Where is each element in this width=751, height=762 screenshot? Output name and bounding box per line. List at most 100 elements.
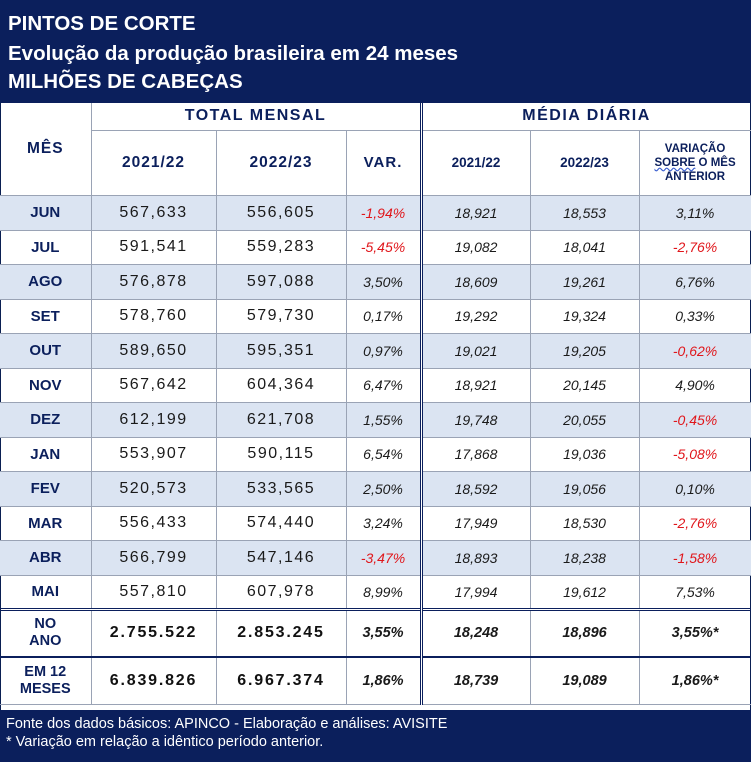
daily-2022-23-cell: 20,055 bbox=[530, 402, 640, 438]
summary-total-2022-23-cell: 6.967.374 bbox=[216, 655, 347, 705]
daily-variation-cell: 0,10% bbox=[639, 471, 751, 507]
total-2021-22-cell: 589,650 bbox=[91, 333, 217, 369]
variation-line-1: VARIAÇÃO bbox=[664, 142, 726, 155]
summary-total-2022-23-cell: 2.853.245 bbox=[216, 608, 347, 657]
total-2021-22-cell: 591,541 bbox=[91, 230, 217, 265]
header-daily-2022-23: 2022/23 bbox=[530, 130, 640, 197]
summary-label-cell: EM 12 MESES bbox=[0, 655, 92, 705]
table-row: JUN 567,633 556,605 -1,94% 18,921 18,553 3,11% bbox=[0, 195, 751, 231]
daily-2021-22-cell: 19,748 bbox=[419, 402, 531, 438]
daily-variation-cell: -1,58% bbox=[639, 540, 751, 576]
total-2021-22-cell: 553,907 bbox=[91, 437, 217, 472]
daily-2022-23-cell: 20,145 bbox=[530, 368, 640, 403]
total-2022-23-cell: 590,115 bbox=[216, 437, 347, 472]
footer-source: Fonte dos dados básicos: APINCO - Elabor… bbox=[6, 716, 448, 732]
daily-variation-cell: 6,76% bbox=[639, 264, 751, 300]
daily-2021-22-cell: 17,949 bbox=[419, 506, 531, 541]
month-cell: ABR bbox=[0, 540, 92, 576]
monthly-rows: JUN 567,633 556,605 -1,94% 18,921 18,553 3,11%… bbox=[0, 195, 751, 610]
total-2022-23-cell: 607,978 bbox=[216, 575, 347, 610]
total-2022-23-cell: 604,364 bbox=[216, 368, 347, 403]
daily-2022-23-cell: 18,530 bbox=[530, 506, 640, 541]
month-header: MÊS bbox=[0, 103, 92, 196]
production-table: MÊS TOTAL MENSAL MÉDIA DIÁRIA 2021/22 20… bbox=[0, 103, 751, 705]
table-row: MAR 556,433 574,440 3,24% 17,949 18,530 -2,76% bbox=[0, 506, 751, 541]
summary-total-2021-22-cell: 2.755.522 bbox=[91, 608, 217, 657]
variation-word-o-mes: O MÊS bbox=[695, 156, 736, 169]
table-row: SET 578,760 579,730 0,17% 19,292 19,324 0,33% bbox=[0, 299, 751, 334]
header-daily-2021-22: 2021/22 bbox=[419, 130, 531, 197]
total-2022-23-cell: 547,146 bbox=[216, 540, 347, 576]
header-monthly-variation: VARIAÇÃO SOBRE O MÊS ANTERIOR bbox=[639, 130, 751, 197]
title-line-3: MILHÕES DE CABEÇAS bbox=[8, 70, 243, 93]
total-2022-23-cell: 579,730 bbox=[216, 299, 347, 334]
daily-2022-23-cell: 19,205 bbox=[530, 333, 640, 369]
table-row: NOV 567,642 604,364 6,47% 18,921 20,145 4,90% bbox=[0, 368, 751, 403]
summary-var-cell: 3,55% bbox=[346, 608, 422, 657]
total-2022-23-cell: 533,565 bbox=[216, 471, 347, 507]
table-row: MAI 557,810 607,978 8,99% 17,994 19,612 7,53% bbox=[0, 575, 751, 610]
var-cell: 6,54% bbox=[346, 437, 422, 472]
daily-2021-22-cell: 19,021 bbox=[419, 333, 531, 369]
daily-2022-23-cell: 18,553 bbox=[530, 195, 640, 231]
daily-variation-cell: 7,53% bbox=[639, 575, 751, 610]
summary-daily-variation-cell: 1,86%* bbox=[639, 655, 751, 705]
total-2021-22-cell: 557,810 bbox=[91, 575, 217, 610]
summary-label-line-2: MESES bbox=[19, 680, 71, 697]
total-2021-22-cell: 520,573 bbox=[91, 471, 217, 507]
summary-label-line-2: ANO bbox=[29, 633, 62, 650]
daily-variation-cell: -5,08% bbox=[639, 437, 751, 472]
table-row: AGO 576,878 597,088 3,50% 18,609 19,261 6,76% bbox=[0, 264, 751, 300]
footer-note: * Variação em relação a idêntico período… bbox=[6, 734, 324, 750]
summary-row: NO ANO 2.755.522 2.853.245 3,55% 18,248 18,896… bbox=[0, 608, 751, 657]
footer: Fonte dos dados básicos: APINCO - Elabor… bbox=[0, 710, 751, 762]
table-row: FEV 520,573 533,565 2,50% 18,592 19,056 0,10% bbox=[0, 471, 751, 507]
total-2021-22-cell: 578,760 bbox=[91, 299, 217, 334]
summary-daily-2022-23-cell: 19,089 bbox=[530, 655, 640, 705]
daily-variation-cell: -2,76% bbox=[639, 506, 751, 541]
total-2021-22-cell: 567,633 bbox=[91, 195, 217, 231]
header-total-2022-23: 2022/23 bbox=[216, 130, 347, 197]
daily-2021-22-cell: 18,921 bbox=[419, 368, 531, 403]
total-2022-23-cell: 621,708 bbox=[216, 402, 347, 438]
month-cell: OUT bbox=[0, 333, 92, 369]
daily-group-header: MÉDIA DIÁRIA bbox=[419, 103, 751, 131]
daily-variation-cell: 3,11% bbox=[639, 195, 751, 231]
total-2021-22-cell: 556,433 bbox=[91, 506, 217, 541]
summary-rows: NO ANO 2.755.522 2.853.245 3,55% 18,248 18,896… bbox=[0, 608, 751, 705]
month-cell: JAN bbox=[0, 437, 92, 472]
month-cell: FEV bbox=[0, 471, 92, 507]
daily-2022-23-cell: 19,612 bbox=[530, 575, 640, 610]
month-cell: SET bbox=[0, 299, 92, 334]
daily-variation-cell: -0,62% bbox=[639, 333, 751, 369]
var-cell: 3,24% bbox=[346, 506, 422, 541]
variation-line-2: SOBRE O MÊS bbox=[640, 156, 751, 170]
daily-2022-23-cell: 18,238 bbox=[530, 540, 640, 576]
daily-2021-22-cell: 19,082 bbox=[419, 230, 531, 265]
daily-2022-23-cell: 19,036 bbox=[530, 437, 640, 472]
summary-daily-2022-23-cell: 18,896 bbox=[530, 608, 640, 657]
daily-variation-cell: 4,90% bbox=[639, 368, 751, 403]
table-row: OUT 589,650 595,351 0,97% 19,021 19,205 -0,62% bbox=[0, 333, 751, 369]
var-cell: 8,99% bbox=[346, 575, 422, 610]
daily-2021-22-cell: 17,868 bbox=[419, 437, 531, 472]
summary-var-cell: 1,86% bbox=[346, 655, 422, 705]
table-row: JUL 591,541 559,283 -5,45% 19,082 18,041 -2,76… bbox=[0, 230, 751, 265]
var-cell: 1,55% bbox=[346, 402, 422, 438]
month-cell: JUN bbox=[0, 195, 92, 231]
var-cell: -5,45% bbox=[346, 230, 422, 265]
daily-2022-23-cell: 19,261 bbox=[530, 264, 640, 300]
var-cell: 2,50% bbox=[346, 471, 422, 507]
daily-variation-cell: -0,45% bbox=[639, 402, 751, 438]
daily-variation-cell: -2,76% bbox=[639, 230, 751, 265]
daily-2022-23-cell: 18,041 bbox=[530, 230, 640, 265]
var-cell: -1,94% bbox=[346, 195, 422, 231]
summary-label-line-1: EM 12 bbox=[24, 663, 67, 680]
table-row: JAN 553,907 590,115 6,54% 17,868 19,036 -5,08% bbox=[0, 437, 751, 472]
summary-row: EM 12 MESES 6.839.826 6.967.374 1,86% 18,739 1… bbox=[0, 655, 751, 705]
daily-2021-22-cell: 18,609 bbox=[419, 264, 531, 300]
total-2021-22-cell: 576,878 bbox=[91, 264, 217, 300]
daily-2022-23-cell: 19,324 bbox=[530, 299, 640, 334]
summary-label-line-1: NO bbox=[34, 616, 57, 633]
total-2022-23-cell: 556,605 bbox=[216, 195, 347, 231]
